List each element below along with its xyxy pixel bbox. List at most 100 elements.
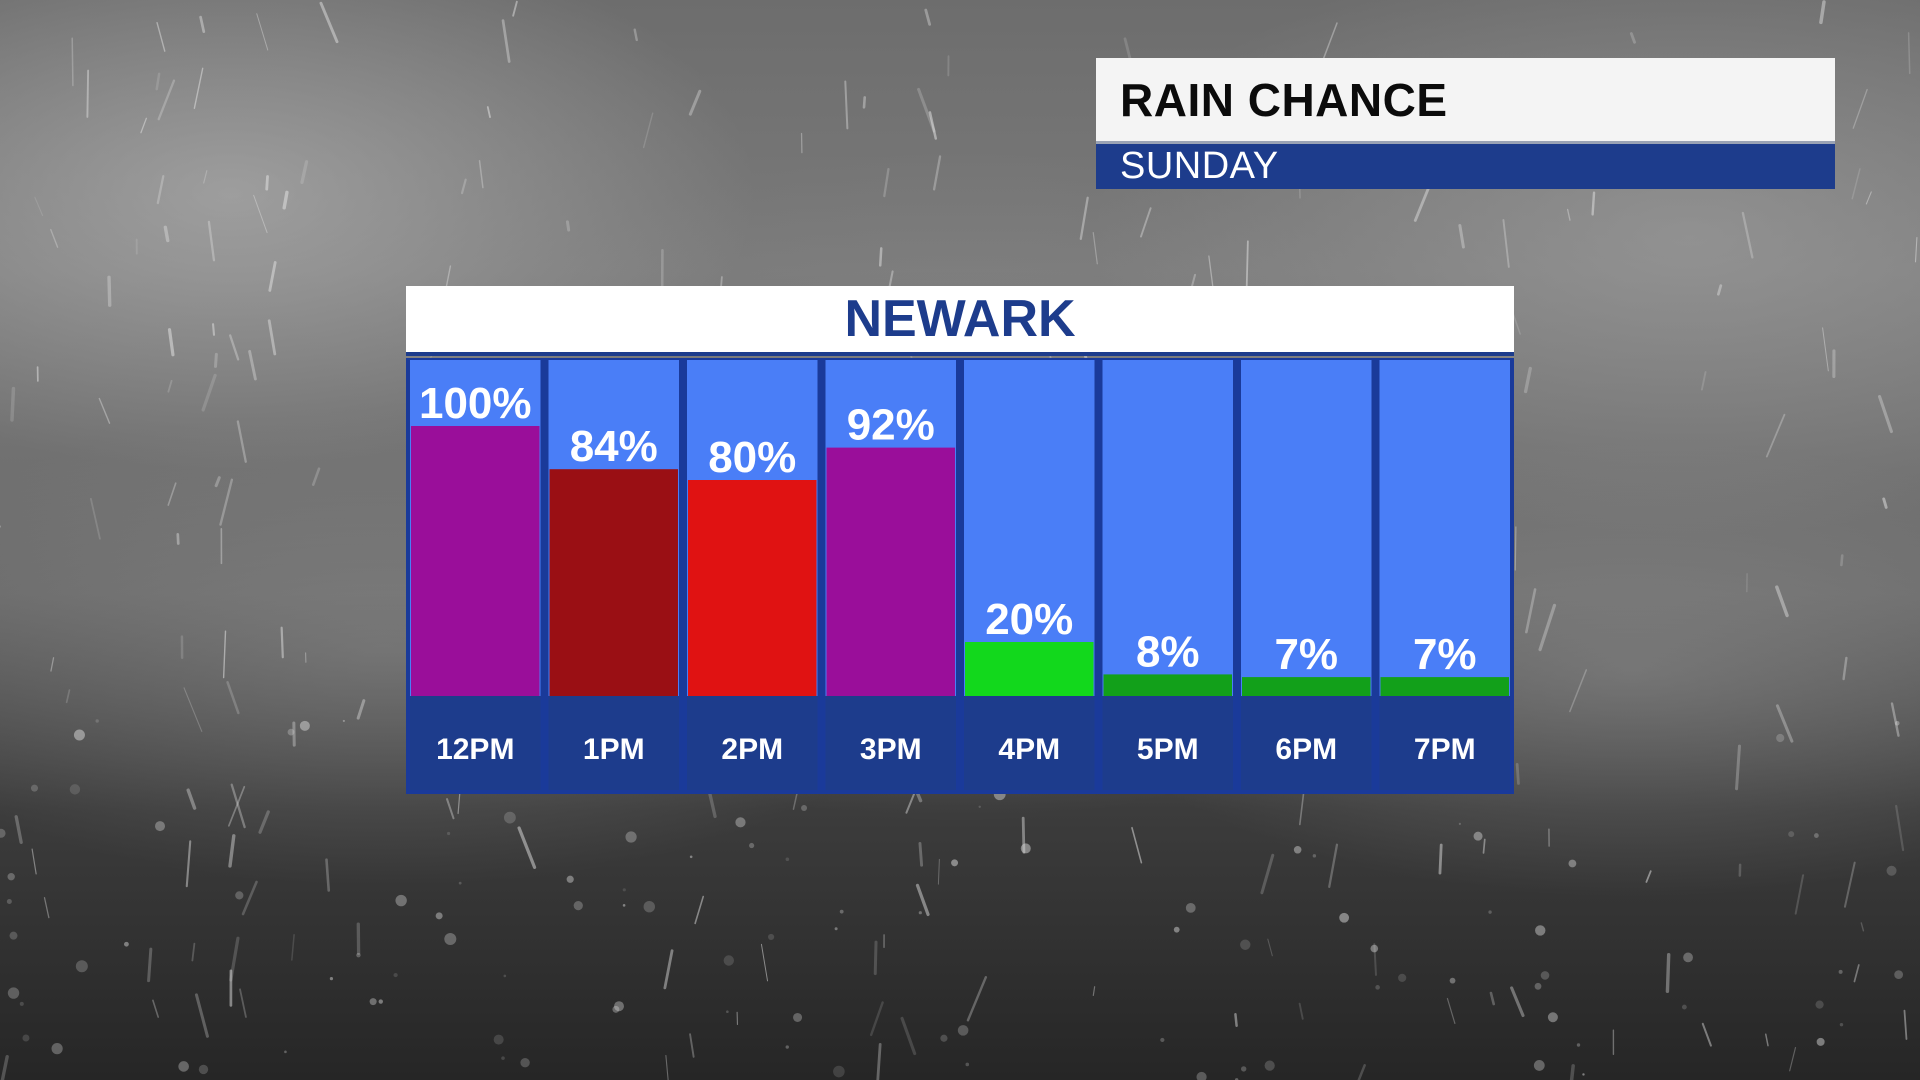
category-band-12pm [410,696,541,790]
rain-streak [282,190,289,210]
rain-streak [167,379,173,393]
value-label-4pm: 20% [985,595,1073,644]
splash-droplet [834,927,838,931]
splash-droplet [7,872,15,881]
rain-streak [89,497,101,540]
rain-streak [878,247,883,267]
splash-droplet [1240,939,1251,950]
splash-droplet [951,859,959,867]
rain-streak [883,167,890,198]
rain-streak [689,1033,695,1058]
splash-droplet [940,1034,948,1042]
rain-streak [185,840,192,888]
rain-streak [219,478,234,526]
header-block: RAIN CHANCE SUNDAY [1096,58,1835,189]
category-label-12pm: 12PM [436,733,514,766]
category-label-2pm: 2PM [721,733,783,766]
splash-droplet [69,784,81,795]
splash-droplet [501,1056,505,1060]
rain-streak [256,13,269,51]
rain-streak [50,228,59,248]
splash-droplet [356,952,361,958]
rain-streak [924,8,932,26]
rain-streak [291,934,295,961]
rain-streak [280,626,284,659]
rain-streak [478,159,484,189]
rain-streak [1566,208,1571,221]
location-title: NEWARK [844,290,1076,348]
rain-streak [707,790,717,819]
splash-droplet [1020,843,1031,854]
splash-droplet [1458,822,1461,825]
splash-droplet [785,1045,789,1049]
category-band-7pm [1379,696,1510,790]
rain-streak [760,943,769,982]
rain-streak [1502,219,1510,268]
rain-streak [1267,938,1273,957]
rain-streak [107,275,112,307]
rain-streak [325,858,331,892]
rain-streak [1843,861,1856,908]
splash-droplet [503,974,507,978]
subtitle-bar: SUNDAY [1096,144,1835,189]
bar-1pm [549,469,678,696]
graphic-title: RAIN CHANCE [1120,73,1448,126]
rain-streak [937,858,940,885]
splash-droplet [155,821,165,832]
splash-droplet [1540,971,1550,980]
rain-streak [1700,371,1707,391]
rain-streak [1525,588,1537,634]
rain-streak [50,657,55,672]
rain-streak [31,848,37,875]
rain-streak [932,155,942,191]
category-label-5pm: 5PM [1137,733,1199,766]
rain-streak [1092,986,1096,997]
rain-streak [268,261,277,292]
title-bar: RAIN CHANCE [1096,58,1835,144]
rain-streak [1701,1022,1712,1047]
splash-droplet [1788,831,1795,838]
splash-droplet [9,931,18,940]
splash-droplet [342,719,345,723]
splash-droplet [965,1062,970,1067]
bar-3pm [826,447,955,696]
rain-streak [356,699,366,720]
splash-droplet [833,1065,845,1078]
splash-droplet [1312,854,1317,858]
rain-streak [147,947,153,983]
rain-streak [1458,224,1465,249]
splash-droplet [503,811,516,824]
splash-droplet [124,941,129,947]
chart-panel: NEWARK 100% 12PM 84% 1PM 80% 2PM 92% 3PM 20% 4PM 8… [406,286,1514,794]
splash-droplet [378,999,383,1004]
rain-streak [1320,22,1338,65]
rain-streak [1895,804,1905,852]
rain-streak [34,196,44,217]
rain-streak [688,89,702,116]
rain-streak [226,681,240,715]
splash-droplet [625,831,637,843]
rain-streak [1665,952,1671,993]
rain-streak [227,785,246,827]
splash-droplet [1894,720,1900,726]
splash-droplet [7,987,20,999]
rain-streak [167,328,175,357]
rain-streak [186,788,197,810]
rain-streak [229,936,240,982]
value-label-7pm: 7% [1413,630,1477,679]
rain-streak [1775,585,1789,618]
splash-droplet [284,1050,287,1054]
splash-droplet [1160,1037,1165,1043]
splash-droplet [839,909,844,914]
rain-streak [565,220,571,232]
rain-streak [214,476,221,488]
rain-streak [140,117,147,134]
rain-streak [900,1016,917,1056]
splash-droplet [235,891,244,900]
rain-streak [222,630,227,679]
rain-streak [665,1055,669,1080]
splash-droplet [51,1043,63,1055]
splash-droplet [1681,1004,1687,1010]
rain-streak [1819,0,1826,25]
splash-droplet [1488,910,1492,914]
